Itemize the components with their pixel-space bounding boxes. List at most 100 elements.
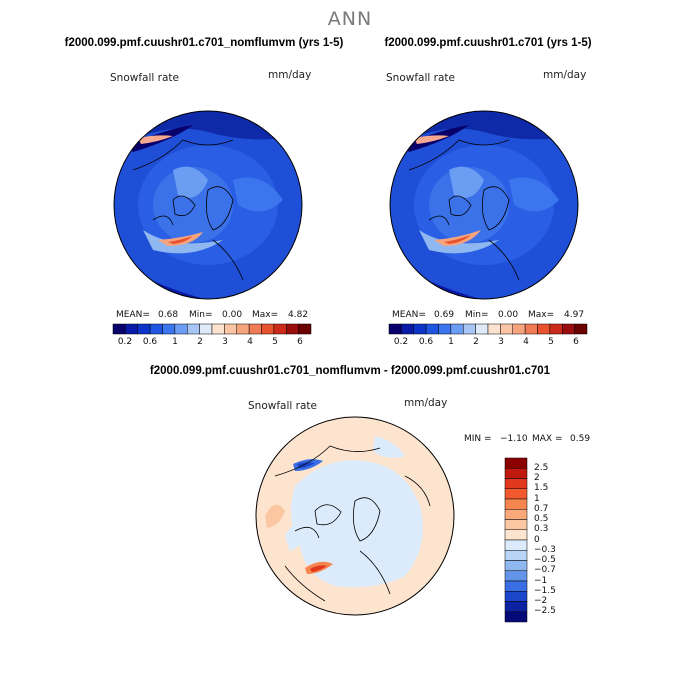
panel-1-units-label: mm/day — [268, 69, 312, 81]
cb3-tick: −2 — [534, 596, 548, 606]
cb2-tick: 0.2 — [393, 337, 409, 347]
cb1-swatch — [174, 323, 188, 335]
panel-2-min-value: 0.00 — [498, 310, 519, 320]
cb3-tick: 2 — [534, 473, 540, 483]
cb3-tick: −2.5 — [534, 606, 556, 616]
cb2-tick: 0.6 — [418, 337, 434, 347]
cb1-swatch — [211, 323, 225, 335]
panel-2-colorbar-labels: 0.2 0.6 1 2 3 4 5 6 — [389, 337, 587, 349]
cb3-tick: −0.5 — [534, 555, 556, 565]
cb3-tick: −1.5 — [534, 586, 556, 596]
cb1-swatch — [273, 323, 287, 335]
panel-1-max-label: Max= — [252, 310, 279, 320]
difference-max-value: 0.59 — [570, 434, 591, 444]
difference-title: f2000.099.pmf.cuushr01.c701_nomflumvm - … — [149, 365, 551, 377]
cb2-swatch — [388, 323, 402, 335]
cb1-tick: 3 — [222, 337, 228, 347]
panel-1-min-value: 0.00 — [222, 310, 243, 320]
cb3-swatch — [504, 560, 528, 571]
panel-1-mean-value: 0.68 — [158, 310, 179, 320]
cb1-swatch — [248, 323, 262, 335]
panel-2-field-label: Snowfall rate — [386, 72, 455, 84]
difference-colorbar-labels: 2.5 2 1.5 1 0.7 0.5 0.3 0 −0.3 −0.5 −0.7… — [534, 458, 574, 622]
cb2-swatch — [487, 323, 501, 335]
panel-2-units-label: mm/day — [543, 69, 587, 81]
panel-2-map — [389, 110, 579, 300]
cb1-swatch — [112, 323, 126, 335]
panel-2-colorbar — [388, 323, 588, 335]
cb2-tick: 3 — [498, 337, 504, 347]
cb1-swatch — [162, 323, 176, 335]
cb1-tick: 6 — [297, 337, 303, 347]
cb1-swatch — [298, 323, 312, 335]
cb2-swatch — [537, 323, 551, 335]
cb3-swatch — [504, 611, 528, 623]
cb3-swatch — [504, 529, 528, 541]
cb2-swatch — [574, 323, 588, 335]
difference-max-label: MAX = — [532, 434, 563, 444]
cb3-swatch — [504, 570, 528, 582]
cb3-swatch — [504, 580, 528, 592]
difference-field-label: Snowfall rate — [248, 400, 317, 412]
cb3-tick: −0.7 — [534, 565, 556, 575]
cb2-swatch — [438, 323, 452, 335]
cb1-swatch — [187, 323, 200, 335]
cb3-swatch — [504, 498, 528, 510]
cb1-tick: 0.6 — [142, 337, 158, 347]
cb3-tick: 0.3 — [534, 524, 549, 534]
cb3-swatch — [504, 591, 528, 602]
cb2-swatch — [401, 323, 414, 335]
cb3-tick: 1.5 — [534, 483, 549, 493]
difference-map — [255, 416, 455, 616]
cb2-swatch — [463, 323, 476, 335]
panel-1-mean-label: MEAN= — [116, 310, 150, 320]
cb2-swatch — [524, 323, 538, 335]
cb3-swatch — [504, 478, 528, 489]
cb1-swatch — [137, 323, 151, 335]
panel-1-title: f2000.099.pmf.cuushr01.c701_nomflumvm (y… — [64, 37, 344, 49]
cb2-swatch — [475, 323, 489, 335]
cb1-swatch — [286, 323, 299, 335]
cb1-tick: 2 — [197, 337, 203, 347]
panel-1-max-value: 4.82 — [288, 310, 309, 320]
panel-1-colorbar — [112, 323, 312, 335]
cb2-tick: 4 — [523, 337, 529, 347]
cb3-tick: 0.7 — [534, 504, 549, 514]
panel-2-min-label: Min= — [465, 310, 489, 320]
difference-units-label: mm/day — [404, 397, 448, 409]
cb2-swatch — [549, 323, 563, 335]
cb3-tick: −1 — [534, 576, 548, 586]
panel-2-mean-label: MEAN= — [392, 310, 426, 320]
cb2-swatch — [425, 323, 439, 335]
panel-2-max-value: 4.97 — [564, 310, 585, 320]
cb3-swatch — [504, 550, 528, 561]
difference-min-value: −1.10 — [500, 434, 528, 444]
cb2-tick: 1 — [448, 337, 454, 347]
cb1-swatch — [125, 323, 138, 335]
cb1-tick: 5 — [272, 337, 278, 347]
panel-1-colorbar-labels: 0.2 0.6 1 2 3 4 5 6 — [113, 337, 311, 349]
cb3-swatch — [504, 539, 528, 551]
cb2-tick: 5 — [548, 337, 554, 347]
cb1-tick: 4 — [247, 337, 253, 347]
cb3-tick: −0.3 — [534, 545, 556, 555]
cb2-swatch — [562, 323, 575, 335]
cb2-tick: 2 — [473, 337, 479, 347]
cb3-swatch — [504, 468, 528, 479]
cb2-swatch — [512, 323, 526, 335]
cb1-tick: 0.2 — [117, 337, 133, 347]
panel-1-min-label: Min= — [189, 310, 213, 320]
cb2-tick: 6 — [573, 337, 579, 347]
panel-2-title: f2000.099.pmf.cuushr01.c701 (yrs 1-5) — [384, 37, 592, 49]
cb3-swatch — [504, 457, 528, 469]
cb1-swatch — [149, 323, 163, 335]
cb3-tick: 2.5 — [534, 463, 549, 473]
panel-2-mean-value: 0.69 — [434, 310, 455, 320]
cb2-swatch — [450, 323, 464, 335]
panel-2-max-label: Max= — [528, 310, 555, 320]
cb3-swatch — [504, 519, 528, 530]
cb1-swatch — [224, 323, 237, 335]
main-title: ANN — [327, 8, 373, 30]
cb2-swatch — [500, 323, 513, 335]
difference-colorbar — [504, 457, 528, 623]
